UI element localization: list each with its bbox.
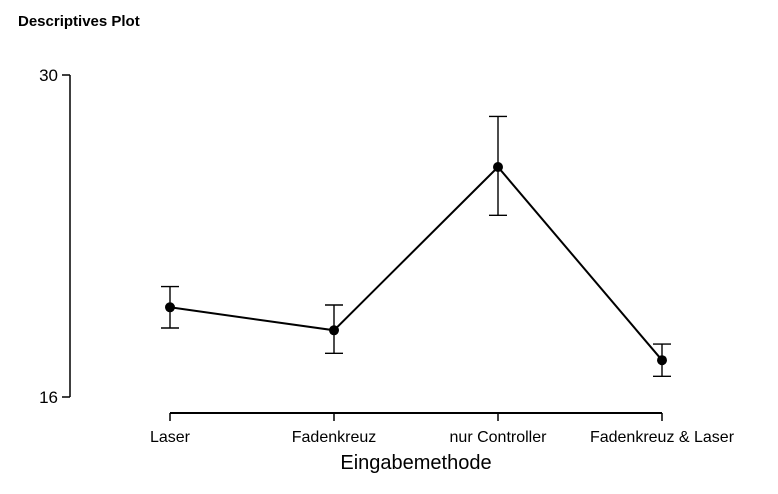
y-tick-label: 30 (39, 66, 58, 85)
axes: 16 30 Laser Fadenkreuz nur Controller Fadenkr… (39, 66, 735, 446)
axis-labels: Eingabemethode (340, 452, 491, 474)
series-line (169, 165, 663, 361)
data-point (493, 162, 503, 172)
data-point (329, 325, 339, 336)
series (165, 162, 667, 366)
panel-title: Descriptives Plot (18, 13, 140, 30)
error-bars (161, 115, 671, 377)
data-point (657, 355, 667, 366)
x-tick-label: Fadenkreuz (292, 429, 377, 446)
data-point (165, 302, 175, 313)
x-tick-label: Laser (150, 429, 191, 446)
x-tick-label: nur Controller (450, 429, 548, 446)
x-axis-title: Eingabemethode (340, 452, 491, 474)
x-tick-label: Fadenkreuz & Laser (590, 429, 735, 446)
y-tick-label: 16 (39, 388, 58, 407)
